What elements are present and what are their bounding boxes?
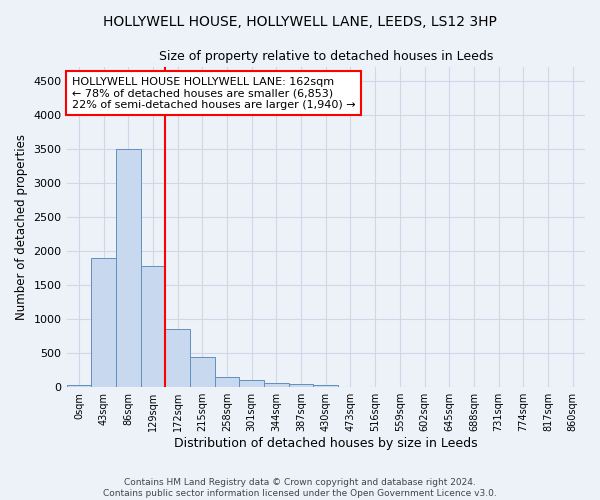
Bar bbox=[289, 384, 313, 387]
Bar bbox=[67, 385, 91, 387]
Bar bbox=[91, 258, 116, 387]
Bar bbox=[165, 330, 190, 387]
Text: Contains HM Land Registry data © Crown copyright and database right 2024.
Contai: Contains HM Land Registry data © Crown c… bbox=[103, 478, 497, 498]
Bar bbox=[190, 356, 215, 387]
Bar bbox=[116, 148, 140, 387]
Bar bbox=[140, 266, 165, 387]
Bar bbox=[313, 385, 338, 387]
Text: HOLLYWELL HOUSE HOLLYWELL LANE: 162sqm
← 78% of detached houses are smaller (6,8: HOLLYWELL HOUSE HOLLYWELL LANE: 162sqm ←… bbox=[72, 76, 355, 110]
Bar bbox=[239, 380, 264, 387]
Text: HOLLYWELL HOUSE, HOLLYWELL LANE, LEEDS, LS12 3HP: HOLLYWELL HOUSE, HOLLYWELL LANE, LEEDS, … bbox=[103, 15, 497, 29]
Y-axis label: Number of detached properties: Number of detached properties bbox=[15, 134, 28, 320]
Bar bbox=[215, 376, 239, 387]
Title: Size of property relative to detached houses in Leeds: Size of property relative to detached ho… bbox=[158, 50, 493, 63]
Bar bbox=[264, 384, 289, 387]
X-axis label: Distribution of detached houses by size in Leeds: Distribution of detached houses by size … bbox=[174, 437, 478, 450]
